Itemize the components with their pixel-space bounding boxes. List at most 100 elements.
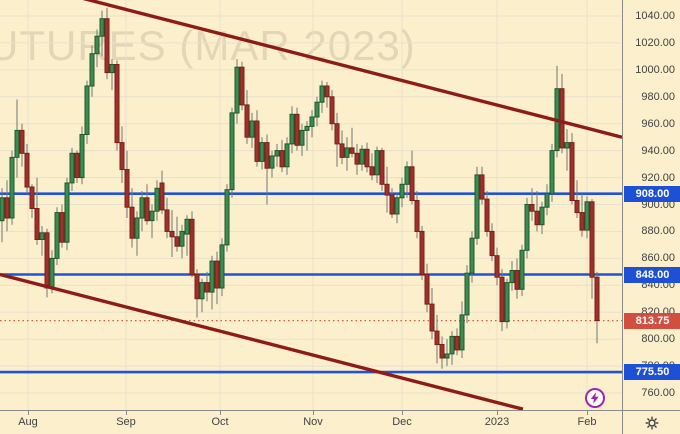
candle-body xyxy=(39,232,45,241)
candle-body xyxy=(509,270,515,284)
candle-body xyxy=(329,96,335,125)
candle-body xyxy=(139,197,145,219)
candle-body xyxy=(574,200,580,214)
candle-body xyxy=(484,198,490,232)
candle-body xyxy=(59,212,65,243)
candle-body xyxy=(564,142,570,149)
time-tick-mark xyxy=(497,411,498,415)
price-tick-label: 860.00 xyxy=(641,252,675,265)
candle-body xyxy=(529,204,535,212)
candle-body xyxy=(414,200,420,232)
trendline[interactable] xyxy=(68,0,622,139)
candle-body xyxy=(359,148,365,165)
candle-body xyxy=(489,230,495,257)
candle-body xyxy=(124,169,130,208)
price-line-label[interactable]: 848.00 xyxy=(624,266,680,283)
candle-body xyxy=(84,85,90,135)
candle-body xyxy=(184,218,190,235)
candle-body xyxy=(209,260,215,293)
candle-body xyxy=(134,217,140,239)
candle-body xyxy=(424,274,430,305)
time-tick-mark xyxy=(402,411,403,415)
candle-body xyxy=(0,197,5,222)
candle-body xyxy=(549,150,555,195)
price-tick-label: 880.00 xyxy=(641,225,675,238)
candle-body xyxy=(239,66,245,106)
candle-body xyxy=(319,85,325,103)
candle-body xyxy=(299,129,305,146)
price-line-label[interactable]: 908.00 xyxy=(624,185,680,202)
chart-canvas[interactable] xyxy=(0,0,622,410)
candle-body xyxy=(469,237,475,274)
time-tick-mark xyxy=(220,411,221,415)
candle-body xyxy=(104,18,110,74)
candle-body xyxy=(429,303,435,332)
candle-body xyxy=(99,18,105,37)
candle-body xyxy=(584,201,590,231)
candle-body xyxy=(294,113,300,146)
time-tick-mark xyxy=(28,411,29,415)
candle-body xyxy=(114,64,120,144)
candle-body xyxy=(259,142,265,162)
candle-body xyxy=(54,212,60,259)
candle-body xyxy=(154,187,160,212)
time-axis[interactable]: Aug Sep Oct Nov Dec 2023 Feb xyxy=(0,410,680,434)
candle-body xyxy=(174,236,180,247)
candle-body xyxy=(179,230,185,247)
chart-pane[interactable]: UTURES (MAR 2023) xyxy=(0,0,622,410)
candle-body xyxy=(9,156,15,219)
price-tick-label: 760.00 xyxy=(641,387,675,399)
price-line-label[interactable]: 775.50 xyxy=(624,364,680,381)
candle-body xyxy=(204,282,210,293)
candle-body xyxy=(324,85,330,98)
time-tick-label: Sep xyxy=(116,416,136,428)
candle-body xyxy=(79,134,85,179)
price-tick-label: 800.00 xyxy=(641,333,675,346)
candle-body xyxy=(339,143,345,158)
candle-body xyxy=(274,150,280,157)
candle-body xyxy=(559,88,565,149)
candle-body xyxy=(109,64,115,74)
candle-body xyxy=(189,218,195,276)
candle-body xyxy=(514,270,520,290)
candle-body xyxy=(459,314,465,351)
candle-body xyxy=(219,244,225,289)
candle-body xyxy=(534,210,540,226)
chart-settings-button[interactable] xyxy=(622,410,680,434)
price-axis[interactable]: 1040.00 1020.00 1000.00 980.00 960.00 940.00 9… xyxy=(622,0,680,410)
candle-body xyxy=(304,125,310,131)
time-tick-mark xyxy=(313,411,314,415)
candlestick-plot[interactable] xyxy=(0,0,622,410)
candle-body xyxy=(199,282,205,300)
candle-body xyxy=(149,210,155,222)
price-tick-label: 1040.00 xyxy=(635,10,675,22)
candle-body xyxy=(364,148,370,168)
trendline[interactable] xyxy=(0,272,524,410)
price-tick-label: 1000.00 xyxy=(635,63,675,76)
time-tick-label: Feb xyxy=(577,416,597,428)
candle-body xyxy=(244,104,250,138)
candle-body xyxy=(34,208,40,240)
candle-body xyxy=(159,182,165,211)
candle-body xyxy=(119,142,125,171)
gear-icon xyxy=(645,416,659,430)
candle-body xyxy=(594,276,600,322)
time-tick-mark xyxy=(587,411,588,415)
candle-body xyxy=(434,330,440,346)
candle-body xyxy=(29,186,35,209)
lightning-circle-icon[interactable] xyxy=(584,387,606,409)
candle-body xyxy=(409,166,415,202)
candle-body xyxy=(144,197,150,222)
candle-body xyxy=(439,344,445,359)
candle-body xyxy=(449,335,455,355)
candle-body xyxy=(524,204,530,251)
time-tick-label: 2023 xyxy=(484,416,510,428)
candle-body xyxy=(254,120,260,162)
candle-body xyxy=(404,166,410,185)
candle-body xyxy=(454,335,460,351)
candle-body xyxy=(464,272,470,316)
candle-body xyxy=(69,152,75,184)
candle-body xyxy=(444,353,450,359)
candle-body xyxy=(349,147,355,154)
candle-body xyxy=(519,249,525,290)
